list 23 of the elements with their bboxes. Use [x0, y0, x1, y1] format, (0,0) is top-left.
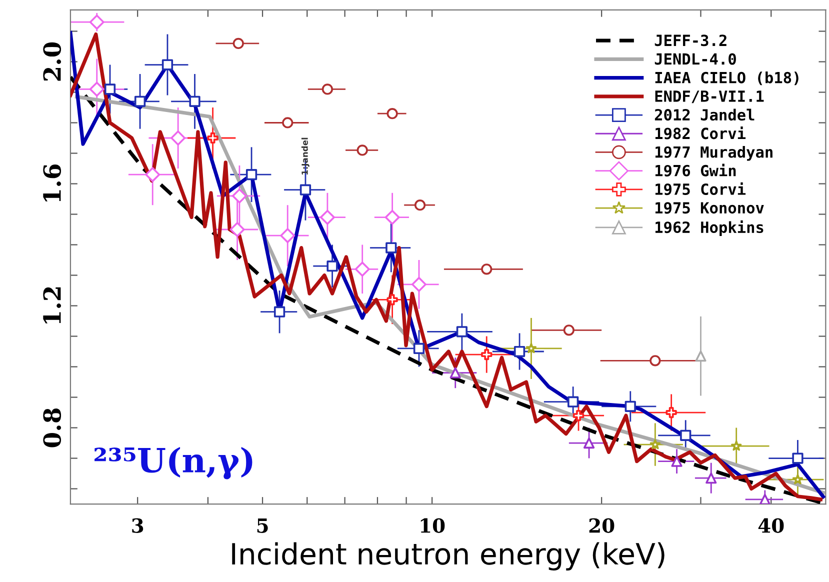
annotation: ²³⁵U(n,γ): [94, 446, 252, 480]
legend-label: 1977 Muradyan: [655, 146, 772, 161]
y-tick-label: 2.0: [43, 42, 62, 81]
legend-label: 2012 Jandel: [654, 108, 754, 121]
legend-label: 1982 Corvi: [655, 126, 746, 140]
y-tick-label: 1.2: [43, 287, 62, 324]
legend-label: IAEA CIELO (b18): [655, 72, 798, 86]
y-tick-label: 1.6: [43, 164, 62, 202]
legend-label: 1975 Kononov: [655, 202, 764, 214]
x-tick-label: 3: [132, 518, 144, 533]
x-tick-label: 10: [420, 518, 445, 533]
legend-label: ENDF/B-VII.1: [655, 90, 764, 104]
legend-label: 1975 Corvi: [655, 182, 746, 196]
annotation: 1:Jandel: [301, 138, 310, 174]
x-tick-label: 5: [257, 518, 268, 533]
legend-label: JEFF-3.2: [654, 34, 726, 46]
x-tick-label: 20: [589, 518, 614, 533]
legend-label: JENDL-4.0: [654, 53, 736, 65]
legend-label: 1976 Gwin: [655, 164, 736, 176]
x-tick-label: 40: [758, 518, 784, 533]
legend-label: 1962 Hopkins: [655, 220, 764, 236]
y-tick-label: 0.8: [43, 408, 62, 448]
x-axis-title: Incident neutron energy (keV): [232, 542, 664, 571]
